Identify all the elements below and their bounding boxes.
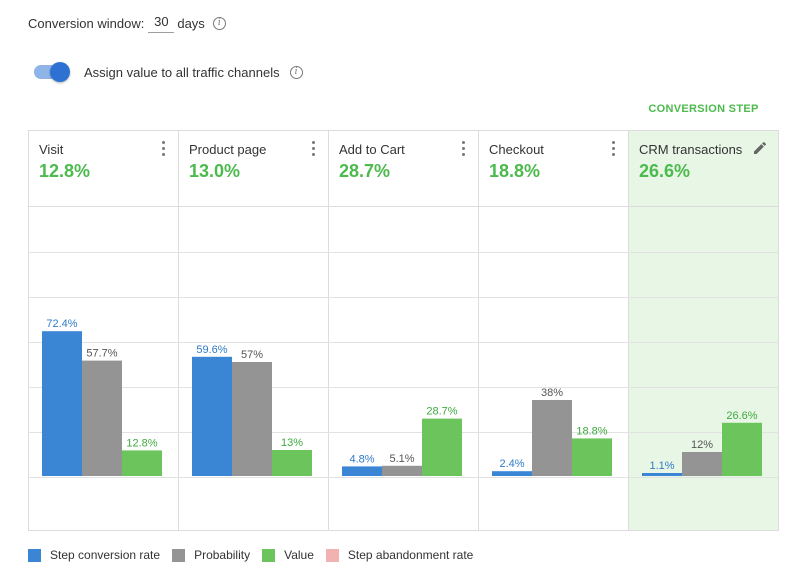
bar-value[interactable] [422, 418, 462, 476]
data-label-value: 26.6% [726, 410, 757, 422]
column-value: 18.8% [489, 161, 541, 181]
column-header: Visit 12.8% [29, 131, 178, 207]
column-checkout: Checkout 18.8% [479, 131, 629, 530]
legend-item-probability[interactable]: Probability [172, 548, 250, 562]
bar-probability[interactable] [82, 360, 122, 476]
data-label-step-conversion-rate: 59.6% [196, 344, 227, 356]
assign-value-label: Assign value to all traffic channels [84, 64, 280, 80]
conversion-step-label: CONVERSION STEP [648, 103, 759, 115]
data-label-probability: 5.1% [389, 453, 414, 465]
bar-probability[interactable] [382, 465, 422, 476]
data-label-probability: 38% [541, 387, 563, 399]
legend-swatch [325, 548, 339, 562]
column-header: Checkout 18.8% [479, 131, 628, 207]
legend-item-value[interactable]: Value [262, 548, 314, 562]
bar-probability[interactable] [682, 452, 722, 476]
assign-value-toggle[interactable] [34, 62, 70, 82]
column-visit: Visit 12.8% [29, 131, 179, 530]
bar-value[interactable] [122, 450, 162, 476]
legend: Step conversion rate Probability Value S… [28, 548, 485, 562]
column-value: 13.0% [189, 161, 241, 181]
column-product-page: Product page 13.0% [179, 131, 329, 530]
conversion-window-unit: days [177, 16, 205, 31]
data-label-step-conversion-rate: 2.4% [499, 458, 524, 470]
data-label-value: 12.8% [126, 437, 157, 449]
data-label-value: 18.8% [576, 425, 607, 437]
column-name: Add to Cart [339, 142, 405, 157]
legend-swatch [28, 548, 41, 562]
assign-value-row: Assign value to all traffic channels i [34, 62, 303, 82]
legend-swatch [172, 548, 186, 562]
data-label-probability: 12% [691, 439, 713, 451]
gridline [29, 432, 778, 433]
bar-step-conversion-rate[interactable] [492, 471, 532, 476]
more-options-icon[interactable] [612, 141, 616, 159]
bar-step-conversion-rate[interactable] [342, 466, 382, 476]
gridline [29, 477, 778, 478]
legend-label: Value [284, 548, 314, 562]
bar-step-conversion-rate[interactable] [192, 356, 232, 476]
gridline [29, 342, 778, 343]
bar-step-conversion-rate[interactable] [642, 473, 682, 476]
data-label-probability: 57.7% [86, 348, 117, 360]
conversion-window-label: Conversion window: [28, 16, 145, 31]
info-icon[interactable]: i [289, 65, 303, 79]
bar-chart: 72.4% 57.7% 12.8% 59.6% 57% 13% 4.8% 5.1% 28.7% 2… [42, 318, 762, 476]
column-name: Visit [39, 142, 64, 157]
legend-label: Step abandonment rate [347, 548, 474, 562]
bar-value[interactable] [572, 438, 612, 476]
gridline [29, 297, 778, 298]
conversion-window-input[interactable]: 30 [148, 14, 175, 33]
column-name: Checkout [489, 142, 544, 157]
bar-step-conversion-rate[interactable] [42, 331, 82, 476]
data-label-step-conversion-rate: 1.1% [649, 460, 674, 472]
more-options-icon[interactable] [462, 141, 466, 159]
legend-swatch [262, 548, 276, 562]
legend-item-step-abandonment-rate[interactable]: Step abandonment rate [325, 548, 474, 562]
edit-pencil-icon[interactable] [752, 140, 768, 156]
more-options-icon[interactable] [312, 141, 316, 159]
data-label-value: 13% [281, 437, 303, 449]
column-header: CRM transactions 26.6% [629, 131, 778, 207]
column-name: Product page [189, 142, 267, 157]
column-value: 26.6% [639, 161, 691, 181]
data-label-value: 28.7% [426, 406, 457, 418]
legend-label: Probability [194, 548, 251, 562]
data-label-step-conversion-rate: 4.8% [349, 453, 374, 465]
column-add-to-cart: Add to Cart 28.7% [329, 131, 479, 530]
gridline [29, 387, 778, 388]
column-name: CRM transactions [639, 142, 743, 157]
info-icon[interactable]: i [212, 17, 226, 30]
gridline [29, 252, 778, 253]
bar-value[interactable] [272, 450, 312, 476]
column-value: 12.8% [39, 161, 91, 181]
data-label-step-conversion-rate: 72.4% [46, 318, 77, 330]
legend-item-step-conversion-rate[interactable]: Step conversion rate [28, 548, 160, 562]
column-header: Product page 13.0% [179, 131, 328, 207]
data-label-probability: 57% [241, 349, 263, 361]
column-header: Add to Cart 28.7% [329, 131, 478, 207]
column-value: 28.7% [339, 161, 391, 181]
more-options-icon[interactable] [162, 141, 166, 159]
bar-probability[interactable] [232, 362, 272, 476]
legend-label: Step conversion rate [50, 548, 161, 562]
conversion-window-row: Conversion window: 30 days i [28, 14, 226, 33]
bar-probability[interactable] [532, 400, 572, 476]
bar-value[interactable] [722, 422, 762, 476]
toggle-knob [50, 62, 70, 82]
